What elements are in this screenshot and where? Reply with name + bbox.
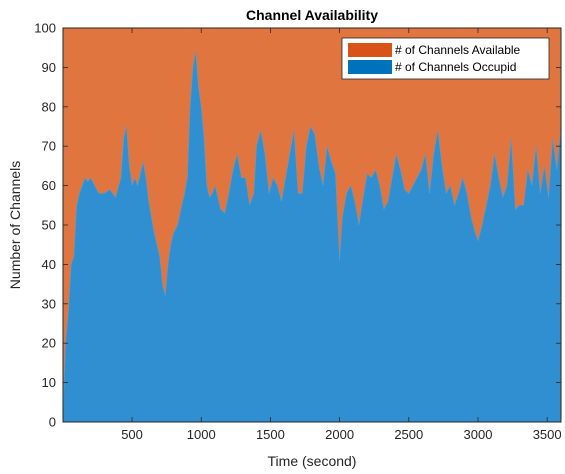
y-tick-label: 30 [42,296,56,311]
plot-area [62,28,562,423]
legend-swatch-occupied [348,60,392,74]
area-series-occupied [62,51,562,423]
x-tick-label: 2500 [394,427,423,442]
y-tick-label: 50 [42,218,56,233]
y-tick-label: 10 [42,375,56,390]
x-tick-label: 1500 [256,427,285,442]
x-axis-label: Time (second) [268,453,357,469]
x-tick-label: 3500 [533,427,562,442]
x-tick-label: 2000 [325,427,354,442]
x-tick-label: 500 [121,427,143,442]
legend-label-occupied: # of Channels Occupid [395,60,516,74]
x-tick-label: 3000 [464,427,493,442]
y-tick-label: 80 [42,99,56,114]
area-series-available [63,28,561,415]
y-tick-label: 40 [42,257,56,272]
y-tick-label: 70 [42,139,56,154]
x-axis: 500 1000 1500 2000 2500 3000 3500 [121,28,562,442]
y-tick-label: 0 [49,415,56,430]
legend-label-available: # of Channels Available [395,43,521,57]
y-tick-label: 90 [42,60,56,75]
y-axis-label: Number of Channels [7,161,23,289]
chart-title: Channel Availability [246,7,378,23]
legend-swatch-available [348,43,392,57]
y-tick-label: 60 [42,178,56,193]
y-tick-label: 100 [34,21,56,36]
legend: # of Channels Available # of Channels Oc… [341,37,550,80]
y-axis: 0 10 20 30 40 50 60 70 80 90 100 [34,21,561,430]
y-tick-label: 20 [42,336,56,351]
x-tick-label: 1000 [187,427,216,442]
